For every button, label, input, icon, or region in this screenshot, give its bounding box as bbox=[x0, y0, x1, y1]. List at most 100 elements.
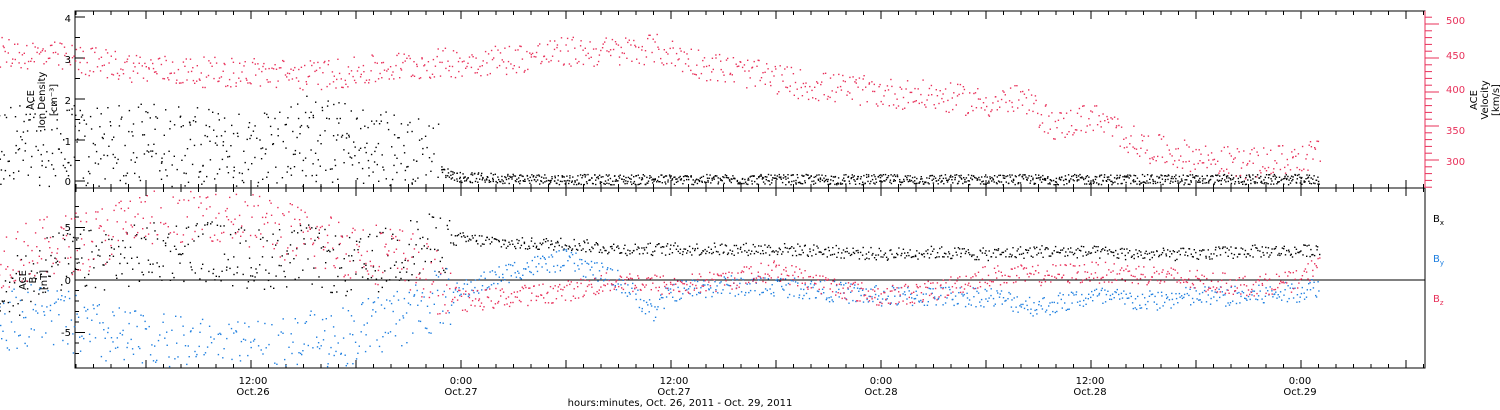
density-point bbox=[120, 118, 122, 120]
bx-point bbox=[571, 249, 573, 252]
by-point bbox=[1007, 298, 1009, 300]
by-point bbox=[855, 300, 857, 303]
density-point bbox=[884, 180, 886, 182]
bx-point bbox=[1203, 249, 1205, 251]
bx-point bbox=[401, 262, 403, 264]
by-point bbox=[645, 301, 648, 304]
density-point bbox=[1111, 183, 1113, 186]
density-point bbox=[220, 135, 223, 137]
bx-point bbox=[629, 250, 631, 252]
velocity-point bbox=[49, 57, 51, 59]
density-point bbox=[134, 172, 136, 175]
bx-point bbox=[1179, 253, 1181, 256]
bx-point bbox=[669, 248, 671, 250]
density-point bbox=[874, 183, 876, 185]
by-point bbox=[934, 298, 936, 300]
bx-point bbox=[755, 250, 757, 253]
bx-point bbox=[336, 291, 338, 293]
by-point bbox=[450, 304, 453, 306]
velocity-point bbox=[423, 65, 425, 67]
velocity-point bbox=[1000, 98, 1003, 101]
density-point bbox=[143, 134, 146, 136]
density-point bbox=[484, 181, 486, 183]
by-point bbox=[302, 350, 304, 352]
velocity-point bbox=[79, 61, 81, 64]
by-point bbox=[109, 350, 111, 353]
velocity-point bbox=[1125, 137, 1127, 139]
bx-point bbox=[116, 277, 118, 279]
by-point bbox=[332, 326, 335, 328]
bx-point bbox=[587, 242, 589, 244]
bx-point bbox=[129, 246, 132, 248]
bx-point bbox=[990, 256, 993, 258]
velocity-point bbox=[80, 72, 83, 74]
velocity-point bbox=[1135, 148, 1138, 150]
bx-point bbox=[793, 247, 795, 249]
bx-point bbox=[300, 229, 303, 232]
velocity-point bbox=[1182, 161, 1184, 163]
velocity-point bbox=[1189, 170, 1192, 173]
bx-point bbox=[311, 283, 313, 285]
density-point bbox=[1156, 181, 1159, 184]
density-point bbox=[1033, 182, 1036, 185]
bx-point bbox=[1169, 250, 1171, 253]
density-point bbox=[614, 180, 616, 182]
velocity-point bbox=[88, 74, 90, 77]
bx-point bbox=[115, 274, 117, 277]
density-point bbox=[389, 184, 391, 187]
by-point bbox=[79, 350, 82, 352]
density-point bbox=[425, 174, 427, 176]
bx-point bbox=[141, 271, 143, 273]
velocity-point bbox=[1226, 168, 1228, 170]
density-point bbox=[68, 109, 70, 111]
bx-point bbox=[840, 257, 842, 259]
by-point bbox=[40, 287, 42, 289]
bx-point bbox=[574, 245, 576, 247]
density-point bbox=[710, 182, 712, 184]
by-point bbox=[922, 293, 925, 295]
bx-point bbox=[33, 290, 35, 292]
velocity-point bbox=[275, 86, 278, 89]
by-point bbox=[57, 298, 59, 300]
velocity-point bbox=[1103, 131, 1105, 133]
velocity-point bbox=[553, 48, 556, 51]
by-point bbox=[1009, 293, 1012, 295]
bx-point bbox=[168, 233, 170, 235]
density-point bbox=[23, 120, 25, 123]
density-point bbox=[737, 183, 739, 185]
by-point bbox=[409, 304, 412, 306]
bx-point bbox=[985, 250, 987, 252]
density-point bbox=[643, 175, 646, 177]
bx-point bbox=[307, 258, 309, 260]
density-point bbox=[557, 175, 559, 177]
by-point bbox=[175, 315, 177, 317]
density-point bbox=[1064, 175, 1067, 177]
by-point bbox=[366, 322, 368, 324]
bx-point bbox=[841, 252, 843, 254]
by-point bbox=[685, 280, 687, 283]
density-point bbox=[285, 123, 287, 126]
bx-point bbox=[277, 239, 279, 242]
by-point bbox=[102, 322, 104, 324]
bx-point bbox=[938, 256, 940, 258]
by-point bbox=[624, 292, 627, 294]
density-point bbox=[354, 155, 356, 157]
density-point bbox=[853, 175, 855, 177]
bx-point bbox=[162, 265, 164, 267]
bx-point bbox=[1263, 254, 1265, 256]
density-point bbox=[959, 176, 961, 178]
bx-point bbox=[1070, 247, 1072, 249]
density-point bbox=[890, 174, 892, 176]
density-point bbox=[790, 184, 792, 186]
velocity-point bbox=[597, 60, 600, 63]
density-point bbox=[856, 178, 858, 180]
density-point bbox=[406, 166, 408, 168]
bx-point bbox=[613, 249, 616, 252]
velocity-point bbox=[302, 89, 304, 91]
density-point bbox=[344, 103, 346, 105]
bx-point bbox=[1078, 249, 1081, 251]
by-point bbox=[462, 288, 464, 290]
velocity-point bbox=[601, 47, 604, 49]
by-point bbox=[911, 304, 914, 307]
by-point bbox=[393, 295, 395, 297]
